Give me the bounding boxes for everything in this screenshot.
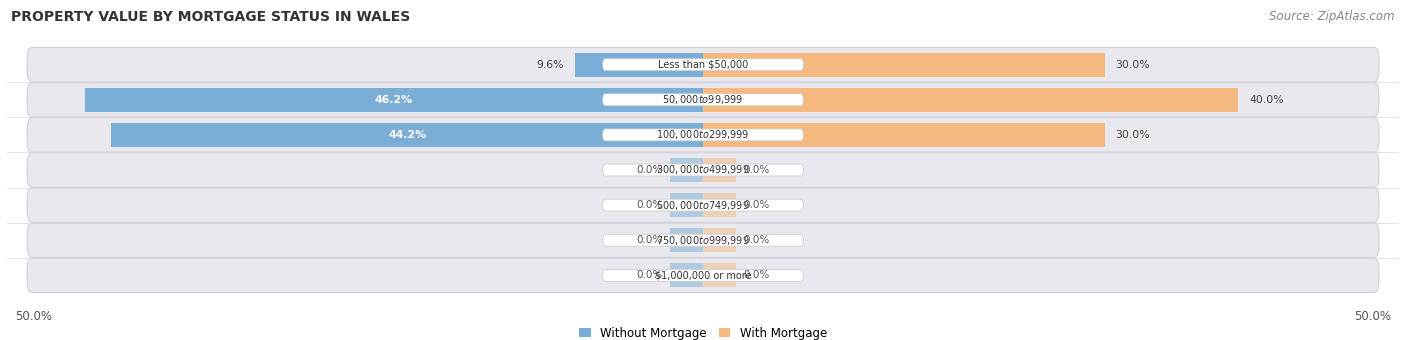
Bar xyxy=(84,88,703,112)
Bar xyxy=(703,264,737,287)
Bar xyxy=(111,123,703,147)
FancyBboxPatch shape xyxy=(27,188,1379,222)
Bar xyxy=(703,228,737,252)
Bar xyxy=(669,158,703,182)
Text: 0.0%: 0.0% xyxy=(744,270,769,280)
FancyBboxPatch shape xyxy=(603,129,803,141)
Text: 0.0%: 0.0% xyxy=(744,165,769,175)
Text: 44.2%: 44.2% xyxy=(388,130,426,140)
Text: 40.0%: 40.0% xyxy=(1249,95,1284,105)
Bar xyxy=(575,53,703,76)
Bar xyxy=(703,88,1239,112)
Text: 0.0%: 0.0% xyxy=(637,270,662,280)
FancyBboxPatch shape xyxy=(27,153,1379,187)
Text: PROPERTY VALUE BY MORTGAGE STATUS IN WALES: PROPERTY VALUE BY MORTGAGE STATUS IN WAL… xyxy=(11,10,411,24)
Text: $1,000,000 or more: $1,000,000 or more xyxy=(655,270,751,280)
Text: 46.2%: 46.2% xyxy=(375,95,413,105)
Text: 0.0%: 0.0% xyxy=(637,200,662,210)
Text: $300,000 to $499,999: $300,000 to $499,999 xyxy=(657,164,749,176)
FancyBboxPatch shape xyxy=(603,94,803,106)
Text: 0.0%: 0.0% xyxy=(637,235,662,245)
FancyBboxPatch shape xyxy=(27,258,1379,292)
Bar xyxy=(669,264,703,287)
Text: 30.0%: 30.0% xyxy=(1115,60,1150,70)
Text: 9.6%: 9.6% xyxy=(536,60,564,70)
Text: $100,000 to $299,999: $100,000 to $299,999 xyxy=(657,129,749,141)
Text: 0.0%: 0.0% xyxy=(744,235,769,245)
FancyBboxPatch shape xyxy=(603,164,803,176)
Legend: Without Mortgage, With Mortgage: Without Mortgage, With Mortgage xyxy=(579,327,827,340)
Bar xyxy=(703,158,737,182)
Bar xyxy=(703,123,1105,147)
Text: 30.0%: 30.0% xyxy=(1115,130,1150,140)
Text: $500,000 to $749,999: $500,000 to $749,999 xyxy=(657,199,749,211)
FancyBboxPatch shape xyxy=(27,83,1379,117)
Text: 0.0%: 0.0% xyxy=(744,200,769,210)
FancyBboxPatch shape xyxy=(603,234,803,246)
Text: Less than $50,000: Less than $50,000 xyxy=(658,60,748,70)
FancyBboxPatch shape xyxy=(27,118,1379,152)
FancyBboxPatch shape xyxy=(603,199,803,211)
FancyBboxPatch shape xyxy=(603,59,803,71)
FancyBboxPatch shape xyxy=(27,223,1379,257)
FancyBboxPatch shape xyxy=(27,48,1379,82)
Bar xyxy=(703,193,737,217)
Text: $750,000 to $999,999: $750,000 to $999,999 xyxy=(657,234,749,247)
Text: 0.0%: 0.0% xyxy=(637,165,662,175)
Text: $50,000 to $99,999: $50,000 to $99,999 xyxy=(662,93,744,106)
Bar xyxy=(669,193,703,217)
FancyBboxPatch shape xyxy=(603,269,803,281)
Text: Source: ZipAtlas.com: Source: ZipAtlas.com xyxy=(1270,10,1395,23)
Bar xyxy=(669,228,703,252)
Bar xyxy=(703,53,1105,76)
